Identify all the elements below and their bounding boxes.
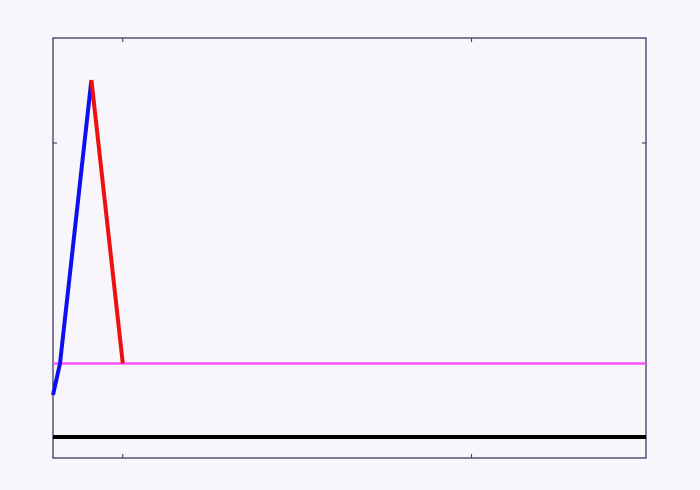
reference-lines bbox=[53, 362, 646, 439]
series-line-1 bbox=[89, 79, 125, 364]
axis-ticks bbox=[53, 38, 646, 458]
plot-frame bbox=[52, 37, 647, 459]
series-layer bbox=[51, 79, 125, 396]
series-line-0 bbox=[51, 79, 94, 396]
